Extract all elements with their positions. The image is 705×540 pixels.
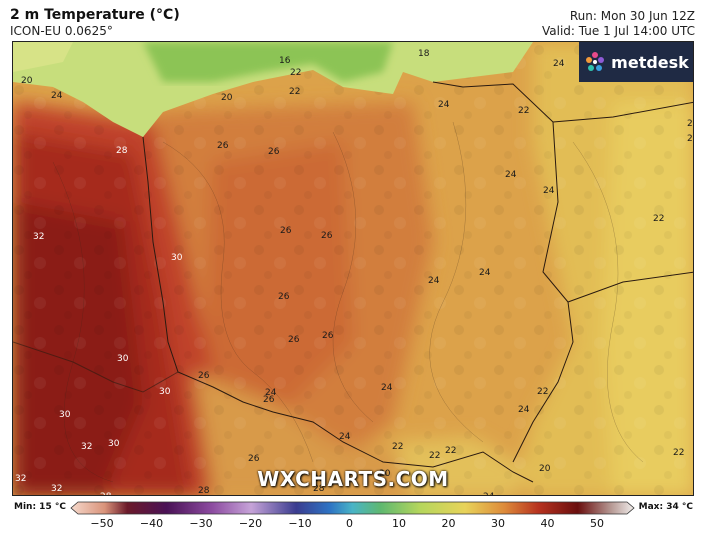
baltic-sea — [13, 42, 533, 137]
temperature-label: 30 — [117, 354, 129, 364]
colorbar-tick-label: −10 — [288, 517, 312, 530]
temperature-label: 16 — [279, 56, 291, 66]
temperature-label: 28 — [100, 492, 112, 496]
temperature-label: 24 — [483, 492, 495, 496]
temperature-label: 22 — [290, 68, 301, 78]
temperature-label: 28 — [313, 474, 325, 484]
borders — [13, 81, 693, 483]
temperature-label: 22 — [445, 446, 456, 456]
temperature-label: 22 — [673, 448, 684, 458]
temperature-label: 26 — [263, 395, 275, 405]
run-time: Run: Mon 30 Jun 12Z — [569, 9, 695, 23]
temperature-label: 26 — [198, 371, 210, 381]
temperature-label: 18 — [559, 495, 571, 496]
temperature-label: 24 — [339, 432, 351, 442]
metdesk-flower-icon — [586, 52, 605, 71]
header-left: 2 m Temperature (°C) ICON-EU 0.0625° — [10, 6, 180, 39]
temperature-label: 26 — [217, 141, 229, 151]
temperature-label: 28 — [198, 486, 210, 496]
colorbar-tick-label: −50 — [90, 517, 114, 530]
temperature-label: 26 — [280, 226, 292, 236]
temperature-label: 24 — [553, 59, 565, 69]
colorbar-min-label: Min: 15 °C — [14, 502, 66, 512]
temperature-label: 24 — [479, 268, 491, 278]
temperature-label: 32 — [33, 232, 44, 242]
colorbar-tick-label: 50 — [590, 517, 604, 530]
temperature-label: 32 — [15, 474, 26, 484]
temperature-label: 32 — [51, 484, 62, 494]
temperature-label: 22 — [518, 106, 529, 116]
temperature-map[interactable]: 16 18 20 22 24 20 22 24 24 22 20 20 26 26 28 24 24 22 26 26… — [12, 41, 694, 496]
temperature-label: 24 — [438, 100, 450, 110]
temperature-label: 24 — [505, 170, 517, 180]
wxcharts-watermark: WXCHARTS.COM — [257, 467, 449, 491]
colorbar-tick-label: 10 — [392, 517, 406, 530]
temperature-label: 26 — [322, 331, 334, 341]
temperature-label: 26 — [268, 147, 280, 157]
temperature-label: 22 — [653, 214, 664, 224]
colorbar-tick-label: −40 — [139, 517, 164, 530]
colorbar-max-label: Max: 34 °C — [638, 502, 693, 512]
temperature-label: 22 — [392, 442, 403, 452]
temperature-label: 26 — [248, 454, 260, 464]
isotherms — [52, 121, 644, 483]
metdesk-logo[interactable]: metdesk — [579, 42, 693, 82]
temperature-label: 24 — [518, 405, 530, 415]
temperature-label: 28 — [116, 146, 128, 156]
temperature-label: 24 — [51, 91, 63, 101]
model-name: ICON-EU 0.0625° — [10, 24, 113, 38]
temperature-label: 30 — [171, 253, 183, 263]
colorbar-tick-label: 0 — [346, 517, 353, 530]
header-right: Run: Mon 30 Jun 12Z Valid: Tue 1 Jul 14:… — [542, 9, 695, 39]
temperature-label: 24 — [265, 388, 277, 398]
colorbar-tick-label: 20 — [441, 517, 456, 530]
temperature-label: 26 — [278, 292, 290, 302]
colorbar-tick-label: 30 — [491, 517, 505, 530]
logo-text: metdesk — [611, 52, 689, 72]
temperature-label: 20 — [687, 119, 694, 129]
colorbar-strip — [70, 501, 635, 515]
temperature-label: 32 — [81, 442, 92, 452]
temperature-label: 30 — [108, 439, 120, 449]
temperature-label: 22 — [537, 387, 548, 397]
temperature-label: 20 — [687, 134, 694, 144]
colorbar: Min: 15 °C Max: 34 °C — [0, 499, 705, 540]
temperature-label: 26 — [288, 335, 300, 345]
temperature-label: 22 — [289, 87, 300, 97]
colorbar-tick-label: 40 — [540, 517, 555, 530]
temperature-label: 24 — [381, 383, 393, 393]
temperature-label: 26 — [321, 231, 333, 241]
temperature-label: 30 — [159, 387, 171, 397]
temperature-label: 20 — [21, 76, 33, 86]
temperature-label: 20 — [379, 469, 391, 479]
chart-title: 2 m Temperature (°C) — [10, 7, 180, 23]
colorbar-tick-label: −30 — [189, 517, 213, 530]
temperature-label: 20 — [539, 464, 551, 474]
temperature-label: 28 — [313, 484, 325, 494]
valid-time: Valid: Tue 1 Jul 14:00 UTC — [541, 24, 695, 38]
temperature-labels: 16 18 20 22 24 20 22 24 24 22 20 20 26 26 28 24 24 22 26 26… — [15, 49, 694, 496]
temperature-label: 24 — [543, 186, 555, 196]
temperature-label: 24 — [428, 276, 440, 286]
temperature-label: 20 — [221, 93, 233, 103]
temperature-label: 18 — [418, 49, 430, 59]
colorbar-tick-label: −20 — [238, 517, 263, 530]
temperature-label: 30 — [59, 410, 71, 420]
temperature-label: 22 — [429, 451, 440, 461]
map-canvas: 16 18 20 22 24 20 22 24 24 22 20 20 26 26 28 24 24 22 26 26… — [13, 42, 694, 496]
